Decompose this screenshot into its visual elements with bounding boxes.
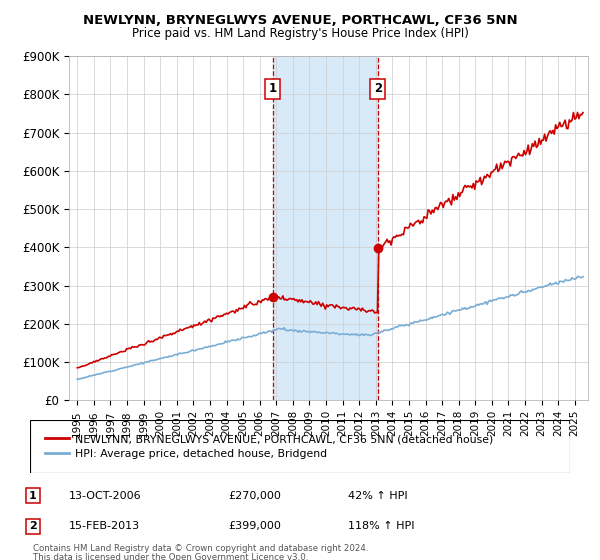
- Text: 118% ↑ HPI: 118% ↑ HPI: [348, 521, 415, 531]
- Text: This data is licensed under the Open Government Licence v3.0.: This data is licensed under the Open Gov…: [33, 553, 308, 560]
- Text: 2: 2: [374, 82, 382, 95]
- Legend: NEWLYNN, BRYNEGLWYS AVENUE, PORTHCAWL, CF36 5NN (detached house), HPI: Average p: NEWLYNN, BRYNEGLWYS AVENUE, PORTHCAWL, C…: [41, 430, 498, 463]
- Text: Contains HM Land Registry data © Crown copyright and database right 2024.: Contains HM Land Registry data © Crown c…: [33, 544, 368, 553]
- Text: 1: 1: [29, 491, 37, 501]
- Text: Price paid vs. HM Land Registry's House Price Index (HPI): Price paid vs. HM Land Registry's House …: [131, 27, 469, 40]
- Bar: [273, 56, 378, 400]
- Text: £270,000: £270,000: [228, 491, 281, 501]
- Text: 42% ↑ HPI: 42% ↑ HPI: [348, 491, 407, 501]
- Text: 2: 2: [29, 521, 37, 531]
- Text: 15-FEB-2013: 15-FEB-2013: [69, 521, 140, 531]
- Text: 13-OCT-2006: 13-OCT-2006: [69, 491, 142, 501]
- Text: £399,000: £399,000: [228, 521, 281, 531]
- Text: 1: 1: [269, 82, 277, 95]
- Text: NEWLYNN, BRYNEGLWYS AVENUE, PORTHCAWL, CF36 5NN: NEWLYNN, BRYNEGLWYS AVENUE, PORTHCAWL, C…: [83, 14, 517, 27]
